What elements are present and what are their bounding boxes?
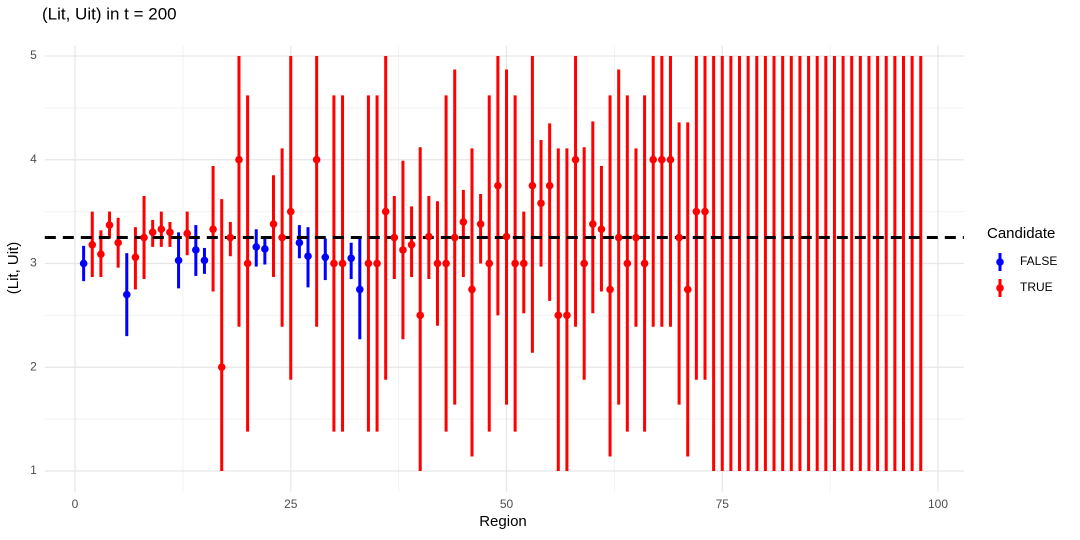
- point: [338, 259, 347, 268]
- point: [217, 363, 226, 372]
- point: [632, 233, 640, 242]
- y-tick-label: 1: [30, 463, 37, 477]
- point: [528, 181, 537, 190]
- y-tick-label: 3: [30, 256, 37, 270]
- point: [563, 311, 571, 320]
- y-tick-label: 4: [30, 152, 37, 166]
- point: [140, 233, 148, 242]
- point: [105, 221, 114, 229]
- point: [261, 245, 269, 253]
- point: [79, 259, 88, 268]
- point: [692, 207, 701, 216]
- point: [606, 285, 614, 294]
- point: [666, 155, 675, 164]
- point: [381, 207, 390, 216]
- legend-key-point: [996, 258, 1004, 266]
- point: [589, 220, 597, 228]
- x-tick-label: 50: [500, 497, 514, 511]
- point: [148, 228, 157, 237]
- point: [286, 207, 295, 216]
- y-axis-title: (Lit, Uit): [5, 242, 22, 295]
- point: [675, 233, 683, 242]
- point: [502, 232, 511, 241]
- point: [519, 259, 528, 268]
- point: [330, 259, 338, 268]
- point: [157, 225, 166, 234]
- point: [131, 253, 140, 262]
- point: [511, 259, 519, 268]
- point: [209, 225, 217, 234]
- legend-title: Candidate: [987, 225, 1055, 242]
- point: [407, 241, 416, 249]
- x-tick-label: 25: [284, 497, 298, 511]
- point: [580, 259, 588, 268]
- point: [640, 259, 649, 268]
- x-axis-title: Region: [479, 513, 527, 530]
- point: [88, 241, 97, 249]
- point: [416, 311, 425, 320]
- point: [278, 233, 286, 242]
- point: [390, 233, 399, 242]
- point: [476, 220, 485, 228]
- point: [649, 155, 658, 164]
- point: [321, 253, 330, 262]
- point: [468, 285, 476, 294]
- point: [433, 259, 442, 268]
- point: [494, 181, 502, 190]
- point: [623, 259, 632, 268]
- point: [269, 220, 278, 228]
- point: [571, 155, 580, 164]
- point: [683, 285, 692, 294]
- legend-label: TRUE: [1020, 280, 1053, 294]
- point: [597, 225, 606, 234]
- point: [364, 259, 373, 268]
- point: [122, 290, 131, 299]
- point: [373, 259, 381, 268]
- point: [554, 311, 563, 320]
- point: [243, 259, 252, 268]
- point: [450, 233, 459, 242]
- point: [614, 233, 623, 242]
- point: [442, 259, 450, 268]
- point: [701, 207, 709, 216]
- legend-label: FALSE: [1020, 254, 1057, 268]
- point: [399, 246, 407, 254]
- point: [425, 232, 433, 241]
- point: [174, 256, 183, 265]
- point: [114, 238, 122, 247]
- point: [658, 155, 666, 164]
- point: [304, 252, 312, 261]
- point: [312, 155, 321, 164]
- x-tick-label: 0: [72, 497, 79, 511]
- point: [97, 250, 105, 258]
- y-tick-label: 2: [30, 359, 37, 373]
- chart-title: (Lit, Uit) in t = 200: [42, 4, 177, 23]
- legend-key-point: [996, 284, 1004, 292]
- point: [200, 256, 209, 265]
- point: [183, 229, 191, 238]
- x-tick-label: 75: [716, 497, 730, 511]
- point: [545, 181, 554, 190]
- point: [166, 228, 174, 237]
- point: [537, 199, 545, 208]
- point: [226, 233, 235, 242]
- point: [355, 285, 364, 294]
- y-tick-label: 5: [30, 48, 37, 62]
- point: [295, 238, 304, 247]
- point: [192, 246, 200, 254]
- x-tick-label: 100: [928, 497, 948, 511]
- point: [235, 155, 243, 164]
- point: [485, 259, 494, 268]
- point: [459, 218, 468, 226]
- point: [252, 243, 261, 251]
- point: [347, 254, 355, 263]
